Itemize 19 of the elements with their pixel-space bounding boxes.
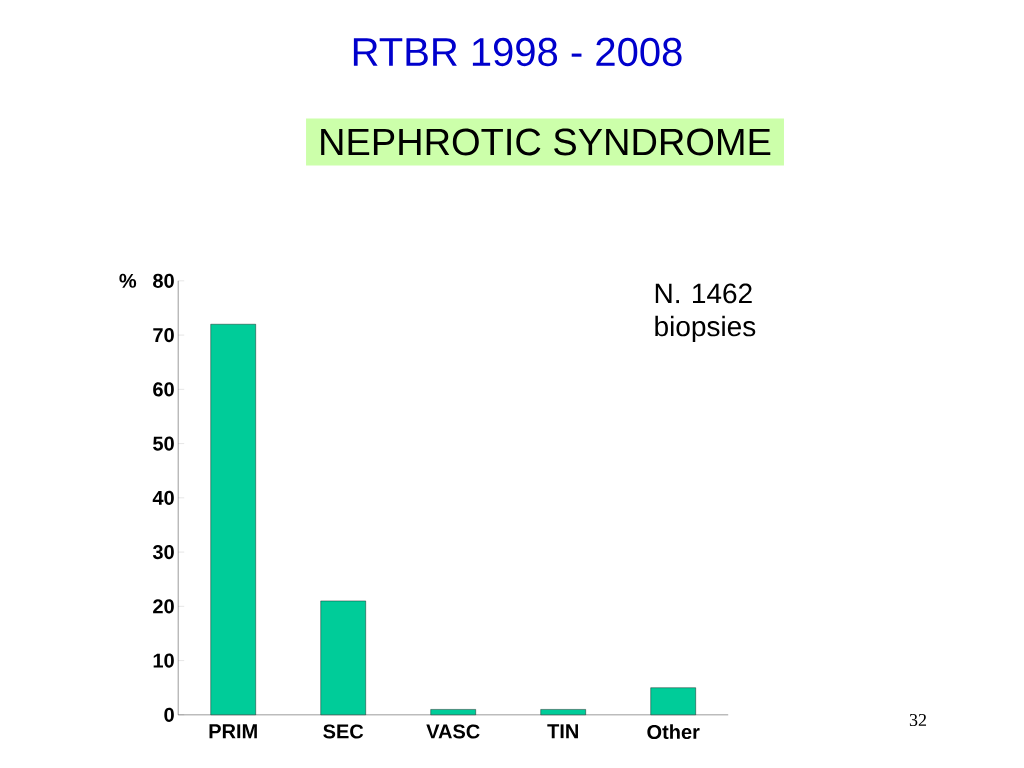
y-tick-label: 30 (152, 545, 174, 560)
x-tick-label: PRIM (209, 724, 257, 739)
x-tick-label: SEC (323, 724, 364, 739)
y-tick-label: 80 (153, 273, 174, 288)
y-tick-label: 20 (153, 599, 174, 614)
y-tick-label: 10 (153, 653, 174, 668)
y-tick-label: 40 (152, 490, 174, 505)
y-tick-label: 0 (164, 707, 174, 722)
y-tick-label: 60 (153, 382, 174, 397)
y-tick-label: 50 (153, 436, 174, 451)
y-axis-title: % (119, 273, 137, 288)
x-tick-label: VASC (426, 724, 480, 739)
text: 32 (909, 713, 927, 727)
annotation: N. 1462 biopsies (655, 283, 756, 342)
x-tick-label: TIN (547, 724, 578, 739)
y-tick-label: 70 (153, 328, 174, 343)
x-tick-label: Other (647, 724, 700, 740)
chart-subtitle: NEPHROTIC SYNDROME (321, 128, 771, 156)
chart-title: RTBR 1998 - 2008 (353, 37, 682, 67)
